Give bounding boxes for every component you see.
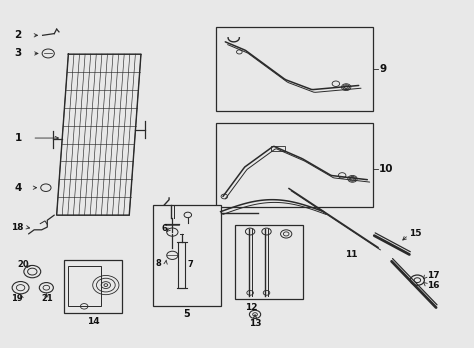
Bar (235, 226, 302, 299)
Bar (216, 122, 373, 206)
Text: 5: 5 (183, 309, 190, 319)
Text: 15: 15 (410, 229, 422, 238)
Text: 21: 21 (42, 294, 54, 303)
Text: 7: 7 (188, 260, 193, 269)
Circle shape (410, 275, 424, 285)
Bar (216, 27, 373, 111)
Bar (271, 146, 285, 151)
Text: 9: 9 (380, 64, 387, 74)
Text: 8: 8 (155, 259, 161, 268)
Text: 11: 11 (345, 250, 357, 259)
Text: 10: 10 (378, 164, 393, 174)
Bar (153, 205, 220, 306)
Text: 18: 18 (11, 223, 24, 231)
Text: 6: 6 (161, 224, 167, 233)
Text: 1: 1 (15, 133, 22, 143)
Bar (68, 266, 100, 306)
Text: 14: 14 (87, 317, 99, 326)
Text: 20: 20 (18, 260, 29, 269)
Text: 16: 16 (427, 281, 439, 290)
Text: 19: 19 (11, 294, 23, 303)
Bar (178, 242, 185, 288)
Text: 13: 13 (249, 319, 261, 329)
Text: 3: 3 (15, 48, 22, 58)
Text: 4: 4 (15, 183, 22, 193)
Text: 2: 2 (15, 30, 22, 40)
Text: 12: 12 (245, 303, 257, 312)
Text: 17: 17 (427, 270, 439, 279)
Bar (64, 260, 122, 313)
